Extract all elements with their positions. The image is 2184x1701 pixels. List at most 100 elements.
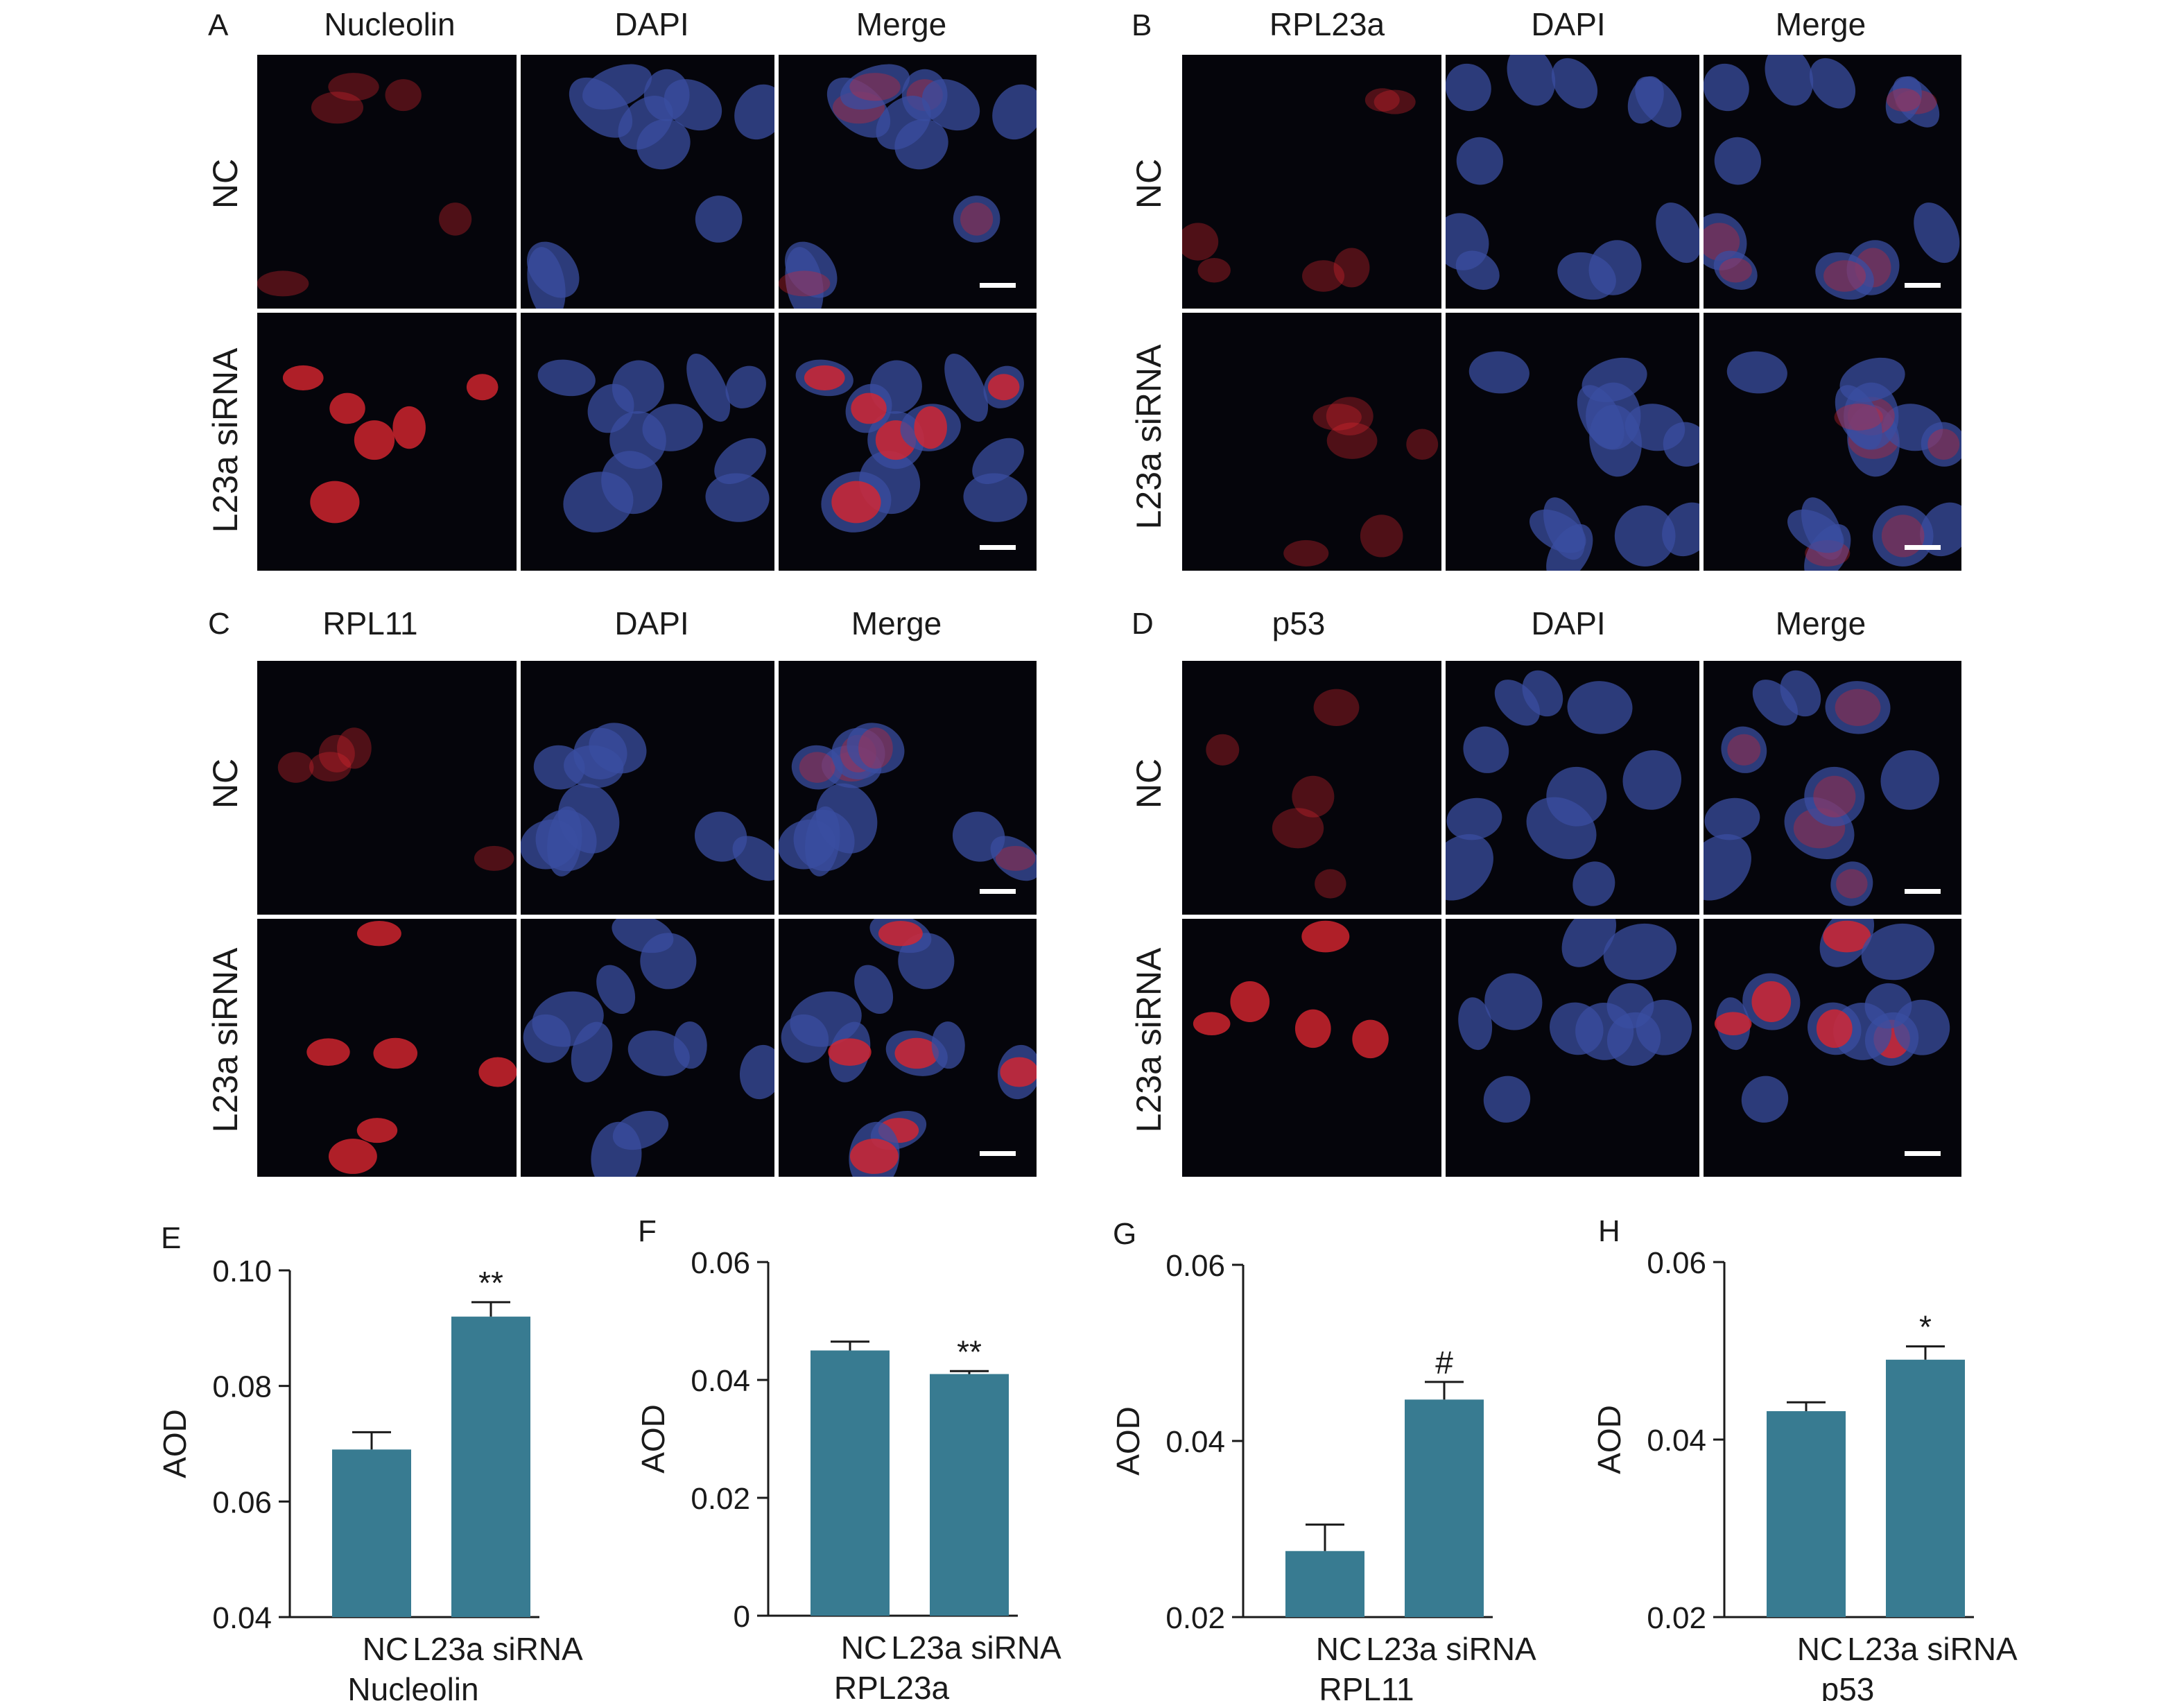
bar-charts: E 0.04 0.06 0.08 0.10 AOD NC ** L23a siRNA Nucleo… bbox=[157, 1214, 2018, 1701]
nucleus-mark bbox=[1663, 422, 1699, 467]
stain-mark bbox=[392, 406, 426, 449]
stain-mark bbox=[337, 727, 372, 769]
nucleus-mark bbox=[854, 965, 894, 1014]
stain-mark bbox=[849, 1139, 899, 1174]
chart-e-significance-2: ** bbox=[478, 1265, 503, 1301]
stain-mark bbox=[385, 79, 422, 112]
micrograph-image bbox=[779, 64, 1037, 309]
stain-mark bbox=[804, 365, 845, 390]
stain-mark bbox=[1301, 920, 1350, 953]
stain-mark bbox=[878, 921, 923, 947]
nucleus-mark bbox=[705, 473, 770, 522]
chart-h-panel-letter: H bbox=[1598, 1214, 1620, 1248]
chart-g-panel-letter: G bbox=[1113, 1217, 1136, 1251]
micrograph-image bbox=[1446, 670, 1681, 906]
micrograph-b-r2-c2 bbox=[1444, 311, 1701, 573]
nucleus-mark bbox=[847, 723, 905, 774]
chart-f-y-label: AOD bbox=[635, 1404, 671, 1474]
chart-f-y-tick-label: 0.04 bbox=[691, 1364, 750, 1398]
micrograph-image bbox=[1446, 55, 1699, 300]
figure-b-row-nc: NC bbox=[1129, 158, 1168, 209]
chart-f-y-tick-label: 0.06 bbox=[691, 1246, 750, 1280]
stain-mark bbox=[1823, 920, 1871, 953]
figure-a-header-1: Nucleolin bbox=[324, 6, 456, 42]
micrograph-b-r2-c3 bbox=[1701, 311, 1964, 573]
nucleus-mark bbox=[1627, 76, 1664, 124]
nucleus-mark bbox=[1893, 999, 1950, 1055]
figure-d-letter: D bbox=[1132, 607, 1154, 641]
stain-mark bbox=[849, 73, 901, 101]
micrograph-c-r2-c1 bbox=[255, 917, 519, 1179]
micrograph-image bbox=[523, 919, 774, 1177]
nucleus-mark bbox=[963, 473, 1028, 522]
nucleus-mark bbox=[1557, 252, 1616, 300]
micrograph-a-r2-c1 bbox=[255, 311, 519, 573]
nucleus-mark bbox=[1456, 137, 1503, 185]
nucleus-mark bbox=[1914, 202, 1960, 264]
micrograph-image bbox=[306, 921, 517, 1174]
chart-e-y-tick-label: 0.06 bbox=[212, 1485, 272, 1519]
chart-g-category-1: NC bbox=[1316, 1631, 1362, 1667]
chart-h-y-label: AOD bbox=[1591, 1405, 1627, 1474]
figure-d-header-1: p53 bbox=[1272, 605, 1326, 641]
nucleus-mark bbox=[1463, 726, 1509, 773]
nucleus-mark bbox=[1522, 670, 1563, 717]
nucleus-mark bbox=[734, 84, 774, 140]
figure-a-header-3: Merge bbox=[856, 6, 947, 42]
nucleus-mark bbox=[1446, 797, 1502, 840]
nucleus-mark bbox=[642, 404, 703, 451]
stain-mark bbox=[1326, 422, 1378, 459]
nucleus-mark bbox=[1815, 252, 1874, 300]
scale-bar bbox=[1905, 1151, 1941, 1156]
micrograph-a-r1-c1 bbox=[255, 53, 519, 311]
scale-bar bbox=[980, 1151, 1016, 1156]
micrograph-c-r2-c2 bbox=[519, 917, 777, 1179]
micrograph-b-r2-c1 bbox=[1180, 311, 1444, 573]
chart-e-bar-2 bbox=[451, 1316, 530, 1617]
micrograph-image bbox=[781, 919, 1037, 1177]
nucleus-mark bbox=[714, 438, 766, 485]
nucleus-mark bbox=[591, 1121, 642, 1177]
stain-mark bbox=[1836, 869, 1868, 899]
scale-bar bbox=[980, 545, 1016, 550]
chart-f-panel-letter: F bbox=[638, 1214, 657, 1248]
micrograph-c-r2-c3 bbox=[777, 917, 1039, 1179]
nucleus-mark bbox=[1550, 1002, 1604, 1055]
stain-mark bbox=[894, 1037, 939, 1069]
stain-mark bbox=[474, 845, 514, 871]
stain-mark bbox=[257, 270, 309, 297]
stain-mark bbox=[1197, 257, 1231, 283]
nucleus-mark bbox=[1704, 797, 1760, 840]
stain-mark bbox=[356, 1118, 398, 1143]
chart-h-y-tick-label: 0.04 bbox=[1647, 1424, 1706, 1458]
chart-g-y-tick-label: 0.06 bbox=[1165, 1249, 1225, 1283]
nucleus-mark bbox=[1809, 58, 1856, 109]
micrograph-image bbox=[526, 64, 774, 309]
stain-mark bbox=[1312, 404, 1362, 431]
micrograph-d-r2-c3 bbox=[1701, 917, 1964, 1179]
figure-a-header-2: DAPI bbox=[614, 6, 689, 42]
nucleus-mark bbox=[1622, 750, 1681, 810]
stain-mark bbox=[311, 92, 364, 124]
nucleus-mark bbox=[686, 353, 731, 422]
stain-mark bbox=[1364, 88, 1400, 112]
stain-mark bbox=[1272, 808, 1324, 849]
stain-mark bbox=[858, 727, 893, 769]
figure-c-row-sirna: L23a siRNA bbox=[206, 947, 245, 1133]
nucleus-mark bbox=[1662, 502, 1699, 557]
nucleus-mark bbox=[840, 64, 910, 110]
nucleus-mark bbox=[1603, 923, 1677, 981]
stain-mark bbox=[1719, 257, 1752, 283]
figure-b-row-sirna: L23a siRNA bbox=[1129, 344, 1168, 530]
stain-mark bbox=[277, 752, 314, 783]
nucleus-mark bbox=[664, 79, 722, 131]
chart-e-panel-letter: E bbox=[161, 1221, 181, 1255]
figure-c-header-2: DAPI bbox=[614, 605, 689, 641]
nucleus-mark bbox=[1636, 999, 1692, 1055]
nucleus-mark bbox=[1713, 250, 1758, 290]
micrograph-image bbox=[1468, 351, 1699, 571]
nucleus-mark bbox=[1551, 58, 1598, 109]
micrograph-d-r2-c2 bbox=[1444, 917, 1701, 1179]
chart-g-y-tick-label: 0.04 bbox=[1165, 1425, 1225, 1459]
chart-h-x-label: p53 bbox=[1821, 1671, 1875, 1701]
